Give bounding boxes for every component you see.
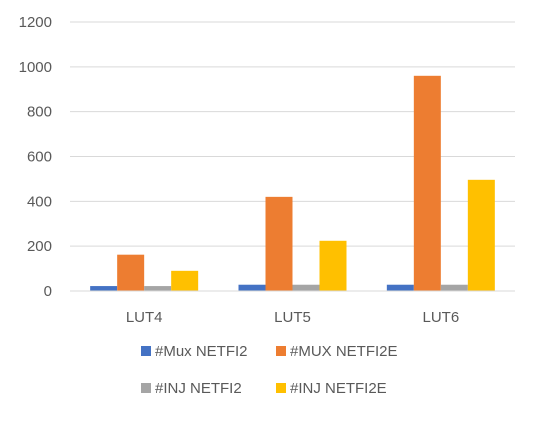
bar-lut6-series-1 (413, 75, 441, 291)
legend-label: #INJ NETFI2 (155, 380, 242, 397)
bar-lut6-series-2 (440, 284, 468, 291)
y-tick-label: 1000 (19, 59, 52, 76)
bar-lut4-series-3 (171, 270, 199, 291)
x-axis-categories: LUT4 LUT5 LUT6 (126, 309, 459, 326)
y-tick-label: 400 (27, 193, 52, 210)
y-tick-label: 200 (27, 238, 52, 255)
bar-lut4-series-1 (117, 254, 145, 291)
legend-swatch (141, 383, 151, 393)
y-tick-label: 600 (27, 149, 52, 166)
bar-lut5-series-1 (265, 196, 293, 291)
legend-label: #MUX NETFI2E (290, 343, 398, 360)
legend-swatch (276, 383, 286, 393)
bar-lut5-series-2 (292, 284, 320, 291)
legend: #Mux NETFI2 #MUX NETFI2E #INJ NETFI2 #INJ N… (141, 343, 398, 397)
bar-lut5-series-0 (238, 284, 266, 291)
bar-lut4-series-0 (90, 286, 118, 291)
legend-swatch (276, 346, 286, 356)
x-category-label: LUT4 (126, 309, 163, 326)
x-category-label: LUT6 (422, 309, 459, 326)
y-axis-ticks: 0 200 400 600 800 1000 1200 (19, 14, 52, 300)
bar-lut5-series-3 (319, 240, 347, 291)
y-tick-label: 0 (44, 283, 52, 300)
bar-lut4-series-2 (144, 286, 172, 291)
bar-lut6-series-0 (386, 284, 414, 291)
legend-swatch (141, 346, 151, 356)
x-category-label: LUT5 (274, 309, 311, 326)
legend-label: #INJ NETFI2E (290, 380, 387, 397)
legend-label: #Mux NETFI2 (155, 343, 248, 360)
bar-lut6-series-3 (467, 179, 495, 291)
bars (90, 75, 495, 291)
y-tick-label: 800 (27, 104, 52, 121)
y-tick-label: 1200 (19, 14, 52, 31)
